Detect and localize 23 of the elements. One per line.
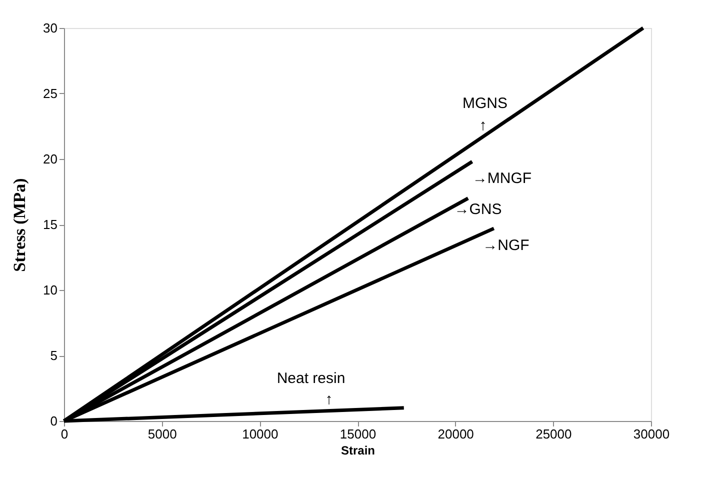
- x-tick-label: 20000: [438, 426, 474, 442]
- annotation: MGNS: [462, 95, 508, 112]
- x-tick-label: 10000: [242, 426, 278, 442]
- x-tick-label: 30000: [633, 426, 670, 442]
- annotation: →NGF: [482, 237, 530, 254]
- y-tick-label: 30: [43, 20, 58, 36]
- x-tick-label: 15000: [340, 426, 376, 442]
- x-tick-label: 0: [60, 426, 68, 442]
- annotation: ↑: [479, 117, 487, 134]
- y-tick-label: 15: [43, 217, 58, 232]
- annotation: Neat resin: [276, 370, 346, 387]
- x-tick-label: 5000: [148, 426, 177, 442]
- x-tick-label: 25000: [536, 426, 572, 442]
- annotation: ↑: [325, 391, 333, 408]
- y-tick-label: 25: [43, 86, 58, 101]
- y-tick-label: 0: [50, 414, 58, 428]
- x-axis-title: Strain: [340, 444, 376, 458]
- y-tick-label: 5: [50, 348, 58, 363]
- y-tick-label: 10: [43, 282, 58, 298]
- y-axis-title: Stress (MPa): [10, 178, 30, 272]
- y-tick-label: 20: [43, 152, 58, 166]
- annotation: →GNS: [454, 201, 502, 218]
- annotation: →MNGF: [472, 170, 532, 187]
